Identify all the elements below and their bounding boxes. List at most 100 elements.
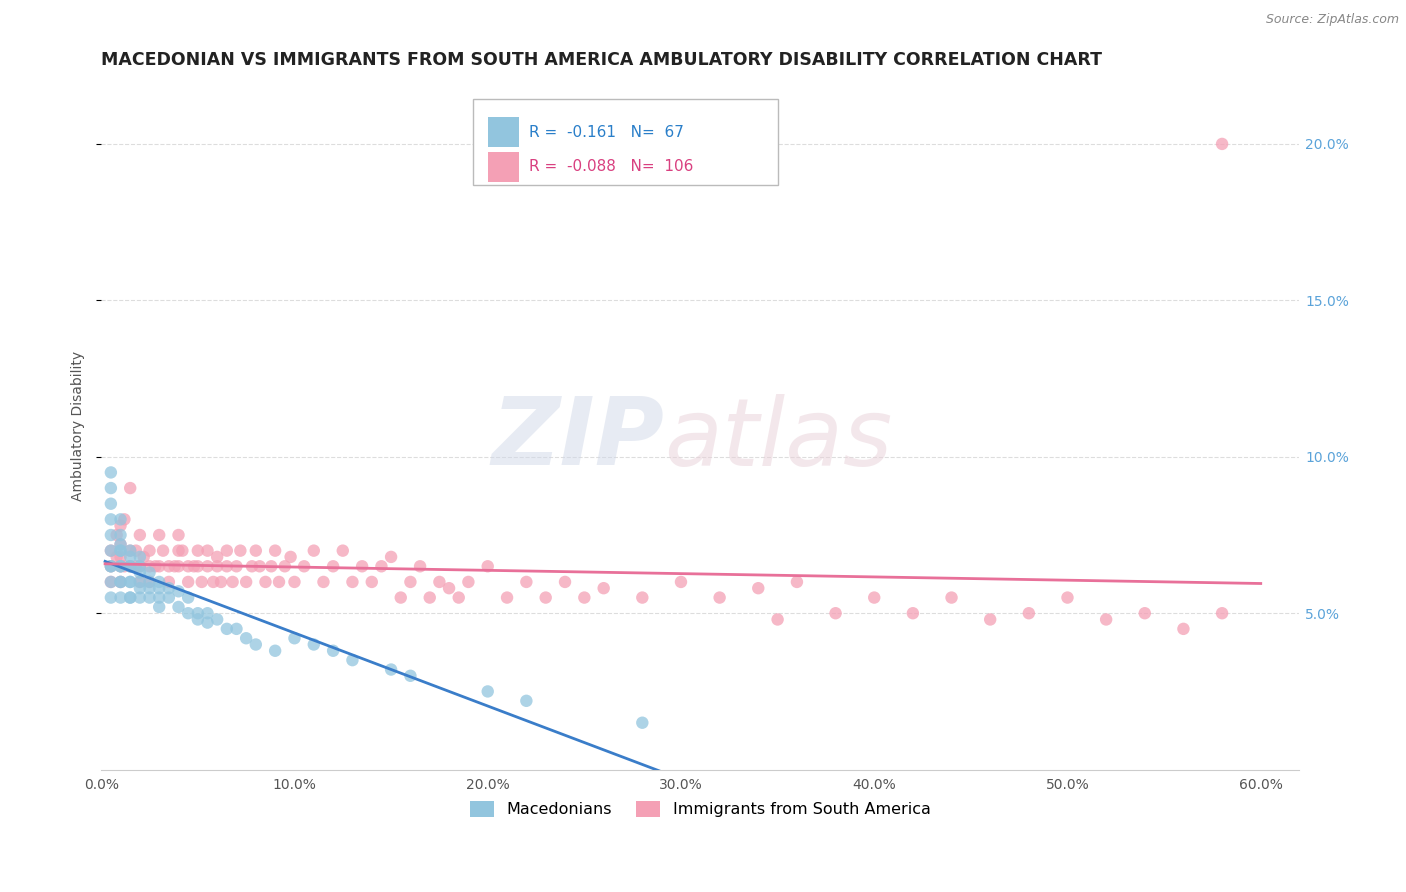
Point <box>197 559 219 574</box>
Point <box>128 581 150 595</box>
Text: R =  -0.161   N=  67: R = -0.161 N= 67 <box>529 125 683 139</box>
Point <box>534 591 557 605</box>
Point <box>128 559 150 574</box>
Text: MACEDONIAN VS IMMIGRANTS FROM SOUTH AMERICA AMBULATORY DISABILITY CORRELATION CH: MACEDONIAN VS IMMIGRANTS FROM SOUTH AMER… <box>101 51 1102 69</box>
Point <box>105 549 128 564</box>
Point <box>100 574 122 589</box>
Point <box>901 606 924 620</box>
Point <box>125 543 148 558</box>
Point <box>225 559 247 574</box>
Point <box>592 581 614 595</box>
Point <box>110 574 132 589</box>
Point <box>152 543 174 558</box>
Point <box>120 543 142 558</box>
Point <box>157 559 180 574</box>
Point <box>177 574 200 589</box>
Point <box>380 549 402 564</box>
Point <box>302 638 325 652</box>
Point <box>100 559 122 574</box>
Point <box>120 574 142 589</box>
Legend: Macedonians, Immigrants from South America: Macedonians, Immigrants from South Ameri… <box>464 794 936 823</box>
Point <box>187 612 209 626</box>
Point <box>205 612 228 626</box>
Point <box>138 591 160 605</box>
Point <box>342 574 364 589</box>
Point <box>1211 606 1233 620</box>
Point <box>148 559 170 574</box>
Point <box>747 581 769 595</box>
Point <box>190 574 212 589</box>
Point <box>302 543 325 558</box>
Point <box>283 632 305 646</box>
Point <box>110 512 132 526</box>
Point <box>100 528 122 542</box>
Point <box>100 543 122 558</box>
Point <box>183 559 205 574</box>
Point <box>254 574 277 589</box>
Point <box>110 543 132 558</box>
Point <box>110 537 132 551</box>
Text: ZIP: ZIP <box>492 393 665 485</box>
Point <box>105 528 128 542</box>
Point <box>120 574 142 589</box>
Point <box>409 559 432 574</box>
Point <box>221 574 243 589</box>
Point <box>979 612 1001 626</box>
Point <box>120 543 142 558</box>
Point <box>322 559 344 574</box>
Point <box>515 694 537 708</box>
Point <box>177 559 200 574</box>
Point <box>197 615 219 630</box>
Point <box>132 549 155 564</box>
Point <box>574 591 596 605</box>
Point <box>292 559 315 574</box>
Point <box>205 559 228 574</box>
Point <box>786 574 808 589</box>
Point <box>669 574 692 589</box>
Point <box>187 543 209 558</box>
Point <box>235 632 257 646</box>
Text: Source: ZipAtlas.com: Source: ZipAtlas.com <box>1265 13 1399 27</box>
Point <box>110 591 132 605</box>
Point <box>110 559 132 574</box>
Y-axis label: Ambulatory Disability: Ambulatory Disability <box>72 351 86 500</box>
Point <box>360 574 382 589</box>
Point <box>120 559 142 574</box>
Point <box>225 622 247 636</box>
Point <box>128 559 150 574</box>
Point <box>264 644 287 658</box>
Point <box>110 537 132 551</box>
Point <box>205 549 228 564</box>
Point <box>197 543 219 558</box>
Point <box>128 574 150 589</box>
FancyBboxPatch shape <box>488 117 519 147</box>
Point <box>110 549 132 564</box>
Point <box>148 528 170 542</box>
Point <box>157 574 180 589</box>
Point <box>941 591 963 605</box>
Point <box>167 543 190 558</box>
Point <box>187 606 209 620</box>
Point <box>110 574 132 589</box>
Point <box>100 512 122 526</box>
Point <box>112 559 135 574</box>
Point <box>1018 606 1040 620</box>
Point <box>110 518 132 533</box>
Point <box>100 574 122 589</box>
Point <box>110 559 132 574</box>
Point <box>283 574 305 589</box>
Point <box>1056 591 1078 605</box>
Point <box>1211 136 1233 151</box>
Point <box>120 591 142 605</box>
Point <box>202 574 225 589</box>
Point <box>274 559 297 574</box>
FancyBboxPatch shape <box>472 98 778 185</box>
Point <box>120 559 142 574</box>
Point <box>148 599 170 614</box>
Point <box>709 591 731 605</box>
Point <box>197 606 219 620</box>
Text: atlas: atlas <box>665 393 893 484</box>
Point <box>120 481 142 495</box>
Point <box>100 591 122 605</box>
Point <box>260 559 283 574</box>
